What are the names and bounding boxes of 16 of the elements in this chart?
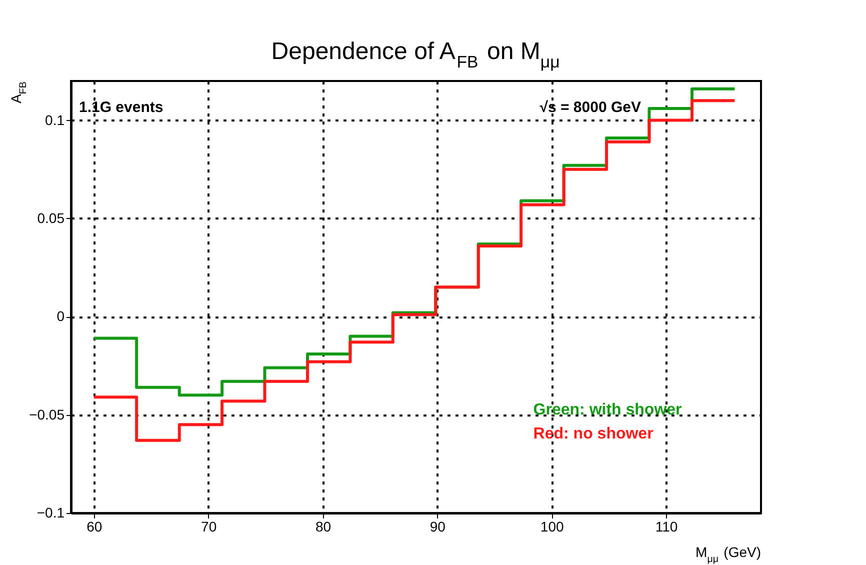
text: Red: no shower: [533, 425, 654, 442]
y-tick-label: −0.1: [36, 504, 65, 520]
y-tick-label: 0: [56, 308, 65, 324]
y-axis-title: AFB: [8, 81, 29, 104]
x-tick-label: 80: [315, 518, 332, 534]
x-tick-label: 110: [655, 518, 678, 534]
y-tick-label: −0.05: [29, 406, 65, 422]
annotation: √s = 8000 GeV: [540, 99, 641, 116]
x-tick-label: 70: [201, 518, 217, 534]
x-tick-label: 60: [86, 518, 102, 534]
y-tick-label: 0.05: [37, 210, 65, 226]
x-tick-label: 90: [430, 518, 446, 534]
x-tick-label: 100: [540, 518, 564, 534]
y-tick-label: 0.1: [45, 112, 65, 128]
annotation: 1.1G events: [79, 99, 164, 116]
text: Green: with shower: [533, 401, 682, 418]
